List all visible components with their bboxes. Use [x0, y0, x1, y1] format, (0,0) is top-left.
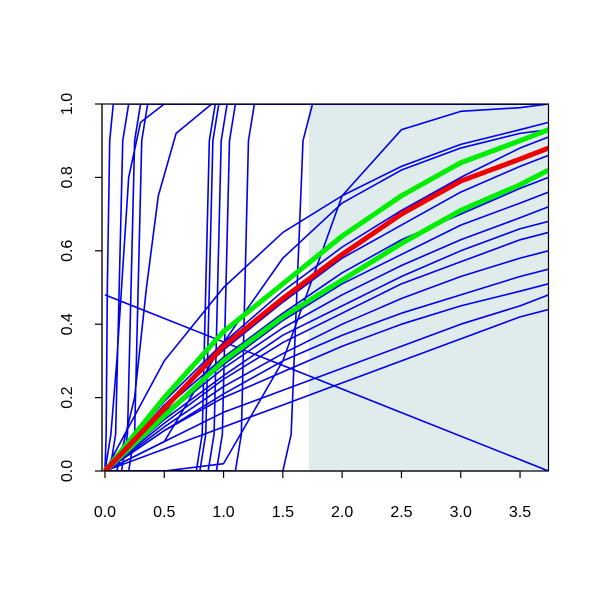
series-line — [103, 167, 549, 471]
series-line — [104, 294, 549, 471]
series-line — [104, 136, 549, 471]
series-line — [104, 104, 549, 471]
series-line — [104, 104, 549, 471]
series-line — [104, 176, 549, 471]
series-line — [103, 145, 549, 471]
y-tick-label: 0.2 — [59, 386, 76, 408]
series-line — [104, 104, 549, 471]
x-tick-label: 2.5 — [390, 504, 412, 521]
series-line — [104, 104, 549, 471]
series-line — [104, 308, 549, 471]
series-line — [104, 104, 549, 471]
x-tick-label: 2.0 — [331, 504, 353, 521]
x-tick-label: 0.5 — [153, 504, 175, 521]
series-line — [104, 250, 549, 471]
y-tick-label: 0.0 — [59, 460, 76, 482]
y-tick-label: 0.6 — [59, 240, 76, 262]
y-tick-label: 0.4 — [59, 313, 76, 335]
series-line — [104, 268, 549, 471]
plot-area — [103, 104, 549, 471]
axes: 0.0 0.5 1.0 1.5 2.0 2.5 3.0 3.5 0.0 0.2 0.4 0.6 0.8 1… — [59, 93, 550, 521]
series-line — [104, 104, 549, 471]
series-line — [104, 220, 549, 471]
x-tick-label: 3.0 — [450, 504, 472, 521]
series-line — [104, 104, 549, 471]
series-line — [103, 127, 549, 471]
x-tick-label: 1.5 — [272, 504, 294, 521]
y-tick-label: 0.8 — [59, 166, 76, 188]
series-line — [104, 283, 549, 471]
y-tick-label: 1.0 — [59, 93, 76, 115]
series-line — [104, 104, 549, 471]
x-tick-label: 3.5 — [509, 504, 531, 521]
shaded-region — [308, 104, 549, 471]
series-line — [104, 104, 549, 471]
series-line — [104, 128, 549, 471]
series-line — [104, 104, 549, 471]
series-line — [104, 104, 549, 471]
x-tick-label: 1.0 — [212, 504, 234, 521]
x-tick-label: 0.0 — [94, 504, 116, 521]
series-line — [104, 294, 549, 471]
